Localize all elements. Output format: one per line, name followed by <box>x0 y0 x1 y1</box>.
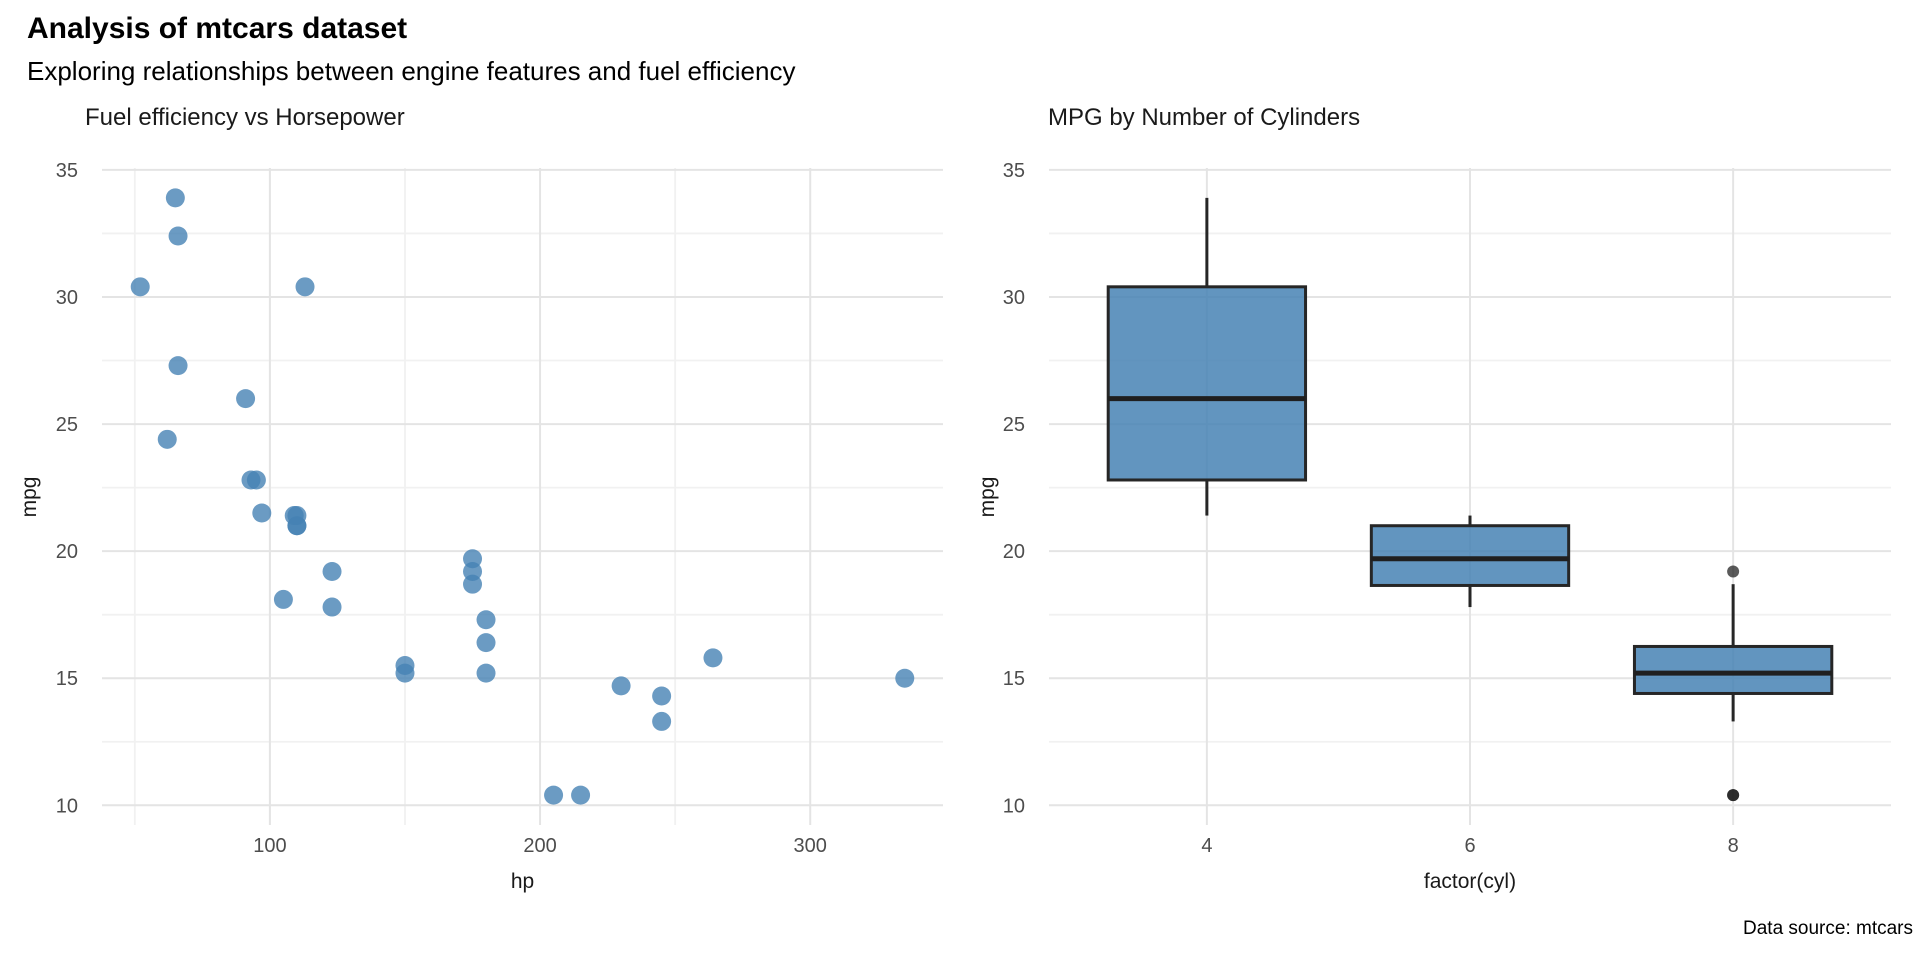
scatter-point <box>544 785 564 805</box>
scatter-point <box>395 663 415 683</box>
boxplot-y-axis-title: mpg <box>976 476 999 518</box>
scatter-point <box>295 277 315 297</box>
scatter-point <box>895 668 915 688</box>
boxplot-x-axis-title: factor(cyl) <box>1423 870 1517 893</box>
x-axis-tick-label: 100 <box>253 835 286 857</box>
y-axis-tick-label: 35 <box>56 160 78 182</box>
scatter-point <box>476 633 496 653</box>
scatter-point <box>652 711 672 731</box>
scatter-plot-title: Fuel efficiency vs Horsepower <box>85 104 405 131</box>
scatter-point <box>130 277 150 297</box>
scatter-point <box>246 470 266 490</box>
scatter-point <box>157 429 177 449</box>
scatter-y-axis-title: mpg <box>18 476 41 518</box>
y-axis-tick-label: 15 <box>1003 668 1025 690</box>
scatter-point <box>284 506 304 526</box>
figure-caption: Data source: mtcars <box>1743 918 1913 939</box>
scatter-point <box>236 389 256 409</box>
x-axis-tick-label: 6 <box>1464 835 1475 857</box>
scatter-point <box>322 597 342 617</box>
y-axis-tick-label: 35 <box>1003 160 1025 182</box>
scatter-x-axis-title: hp <box>510 870 535 893</box>
boxplot-outlier-point <box>1727 789 1740 802</box>
figure-title: Analysis of mtcars dataset <box>27 12 408 45</box>
scatter-point <box>168 356 188 376</box>
scatter-point <box>652 686 672 706</box>
boxplot-title: MPG by Number of Cylinders <box>1048 104 1361 131</box>
y-axis-tick-label: 20 <box>56 541 78 563</box>
scatter-plot-canvas: 10 15 20 25 30 35 100 200 300 <box>56 160 943 857</box>
boxplot-outlier-point <box>1727 565 1740 578</box>
x-axis-tick-label: 200 <box>523 835 556 857</box>
boxplot-box <box>1369 524 1571 587</box>
scatter-point <box>476 663 496 683</box>
y-axis-tick-label: 10 <box>1003 795 1025 817</box>
y-axis-tick-label: 10 <box>56 795 78 817</box>
x-axis-tick-label: 4 <box>1201 835 1212 857</box>
y-axis-tick-label: 25 <box>1003 414 1025 436</box>
scatter-point <box>273 589 293 609</box>
y-axis-tick-label: 30 <box>56 287 78 309</box>
boxplot-canvas: 10 15 20 25 30 35 4 6 8 <box>1003 160 1891 857</box>
scatter-point <box>703 648 723 668</box>
scatter-point <box>463 549 483 569</box>
y-axis-tick-label: 25 <box>56 414 78 436</box>
scatter-point <box>165 188 185 208</box>
scatter-point <box>168 226 188 246</box>
x-axis-tick-label: 300 <box>794 835 827 857</box>
x-axis-tick-label: 8 <box>1728 835 1739 857</box>
scatter-point <box>571 785 591 805</box>
scatter-point <box>476 610 496 630</box>
y-axis-tick-label: 15 <box>56 668 78 690</box>
scatter-point <box>611 676 631 696</box>
y-axis-tick-label: 30 <box>1003 287 1025 309</box>
boxplot-box <box>1632 644 1834 695</box>
boxplot-box <box>1106 285 1308 482</box>
figure-subtitle: Exploring relationships between engine f… <box>27 56 796 86</box>
scatter-point <box>322 561 342 581</box>
y-axis-tick-label: 20 <box>1003 541 1025 563</box>
scatter-point <box>252 503 272 523</box>
